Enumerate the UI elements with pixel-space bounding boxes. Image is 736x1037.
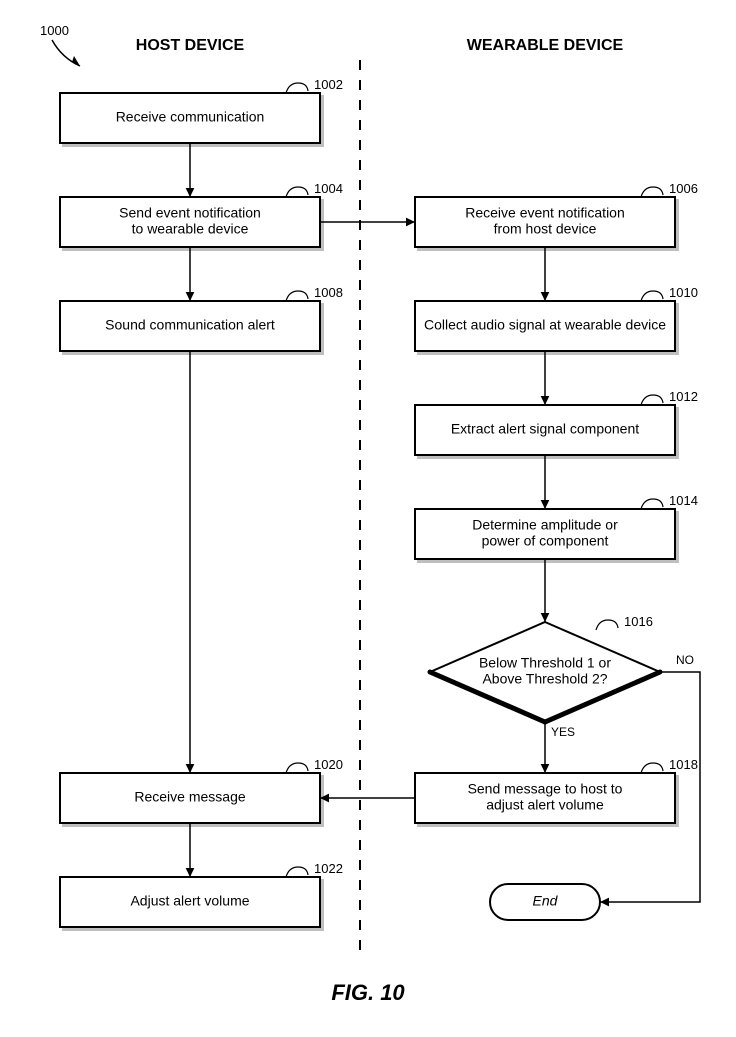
ref-1022: 1022 [286, 861, 343, 877]
aDecYes [541, 722, 550, 773]
arrow-b1012-b1014 [541, 455, 550, 509]
a1018to1020 [320, 794, 415, 803]
svg-text:Below Threshold 1 or: Below Threshold 1 or [479, 655, 611, 671]
svg-text:1012: 1012 [669, 389, 698, 404]
svg-text:1020: 1020 [314, 757, 343, 772]
arrow-b1020-b1022 [186, 823, 195, 877]
svg-text:Above Threshold 2?: Above Threshold 2? [482, 671, 607, 687]
terminator-end: End [490, 884, 600, 920]
box-1008: Sound communication alert [60, 301, 320, 351]
svg-text:1022: 1022 [314, 861, 343, 876]
ref-1002: 1002 [286, 77, 343, 93]
ref-1014: 1014 [641, 493, 698, 509]
box-1022: Adjust alert volume [60, 877, 320, 927]
svg-text:1018: 1018 [669, 757, 698, 772]
box-1014-line0: Determine amplitude or [472, 517, 618, 533]
box-1010-line0: Collect audio signal at wearable device [424, 317, 666, 333]
svg-text:1004: 1004 [314, 181, 343, 196]
box-1014: Determine amplitude orpower of component [415, 509, 675, 559]
box-1006-line0: Receive event notification [465, 205, 625, 221]
svg-text:1006: 1006 [669, 181, 698, 196]
ref-1010: 1010 [641, 285, 698, 301]
box-1002-line0: Receive communication [116, 109, 265, 125]
a1004to1006 [320, 218, 415, 227]
box-1008-line0: Sound communication alert [105, 317, 275, 333]
box-1010: Collect audio signal at wearable device [415, 301, 675, 351]
ref-1004: 1004 [286, 181, 343, 197]
box-1004-line0: Send event notification [119, 205, 261, 221]
arrow-b1006-b1010 [541, 247, 550, 301]
box-1020: Receive message [60, 773, 320, 823]
box-1018: Send message to host toadjust alert volu… [415, 773, 675, 823]
box-1018-line0: Send message to host to [468, 781, 623, 797]
host-header: HOST DEVICE [136, 37, 245, 54]
a1014toDec [541, 559, 550, 622]
figure-label: FIG. 10 [331, 980, 405, 1005]
svg-text:End: End [533, 893, 559, 909]
box-1012-line0: Extract alert signal component [451, 421, 639, 437]
svg-text:1014: 1014 [669, 493, 698, 508]
svg-text:1016: 1016 [624, 614, 653, 629]
ref-1012: 1012 [641, 389, 698, 405]
box-1002: Receive communication [60, 93, 320, 143]
svg-text:1010: 1010 [669, 285, 698, 300]
arrow-b1008-b1020 [186, 351, 195, 773]
ref-1018: 1018 [641, 757, 698, 773]
arrow-b1010-b1012 [541, 351, 550, 405]
ref-1006: 1006 [641, 181, 698, 197]
box-1014-line1: power of component [482, 533, 609, 549]
label-no: NO [676, 653, 694, 667]
box-1004-line1: to wearable device [132, 221, 249, 237]
box-1012: Extract alert signal component [415, 405, 675, 455]
ref-1008: 1008 [286, 285, 343, 301]
arrow-b1002-b1004 [186, 143, 195, 197]
ref-1020: 1020 [286, 757, 343, 773]
label-yes: YES [551, 725, 575, 739]
flowchart-canvas: 1000 HOST DEVICE WEARABLE DEVICE Receive co… [0, 0, 736, 1037]
box-1020-line0: Receive message [134, 789, 245, 805]
arrow-b1004-b1008 [186, 247, 195, 301]
overall-ref: 1000 [40, 23, 69, 38]
box-1006: Receive event notificationfrom host devi… [415, 197, 675, 247]
box-1022-line0: Adjust alert volume [130, 893, 249, 909]
svg-text:1002: 1002 [314, 77, 343, 92]
box-1018-line1: adjust alert volume [486, 797, 604, 813]
decision-1016: Below Threshold 1 orAbove Threshold 2? [430, 622, 660, 722]
ref-1016: 1016 [596, 614, 653, 630]
box-1004: Send event notificationto wearable devic… [60, 197, 320, 247]
box-1006-line1: from host device [494, 221, 597, 237]
wearable-header: WEARABLE DEVICE [467, 37, 624, 54]
svg-text:1008: 1008 [314, 285, 343, 300]
